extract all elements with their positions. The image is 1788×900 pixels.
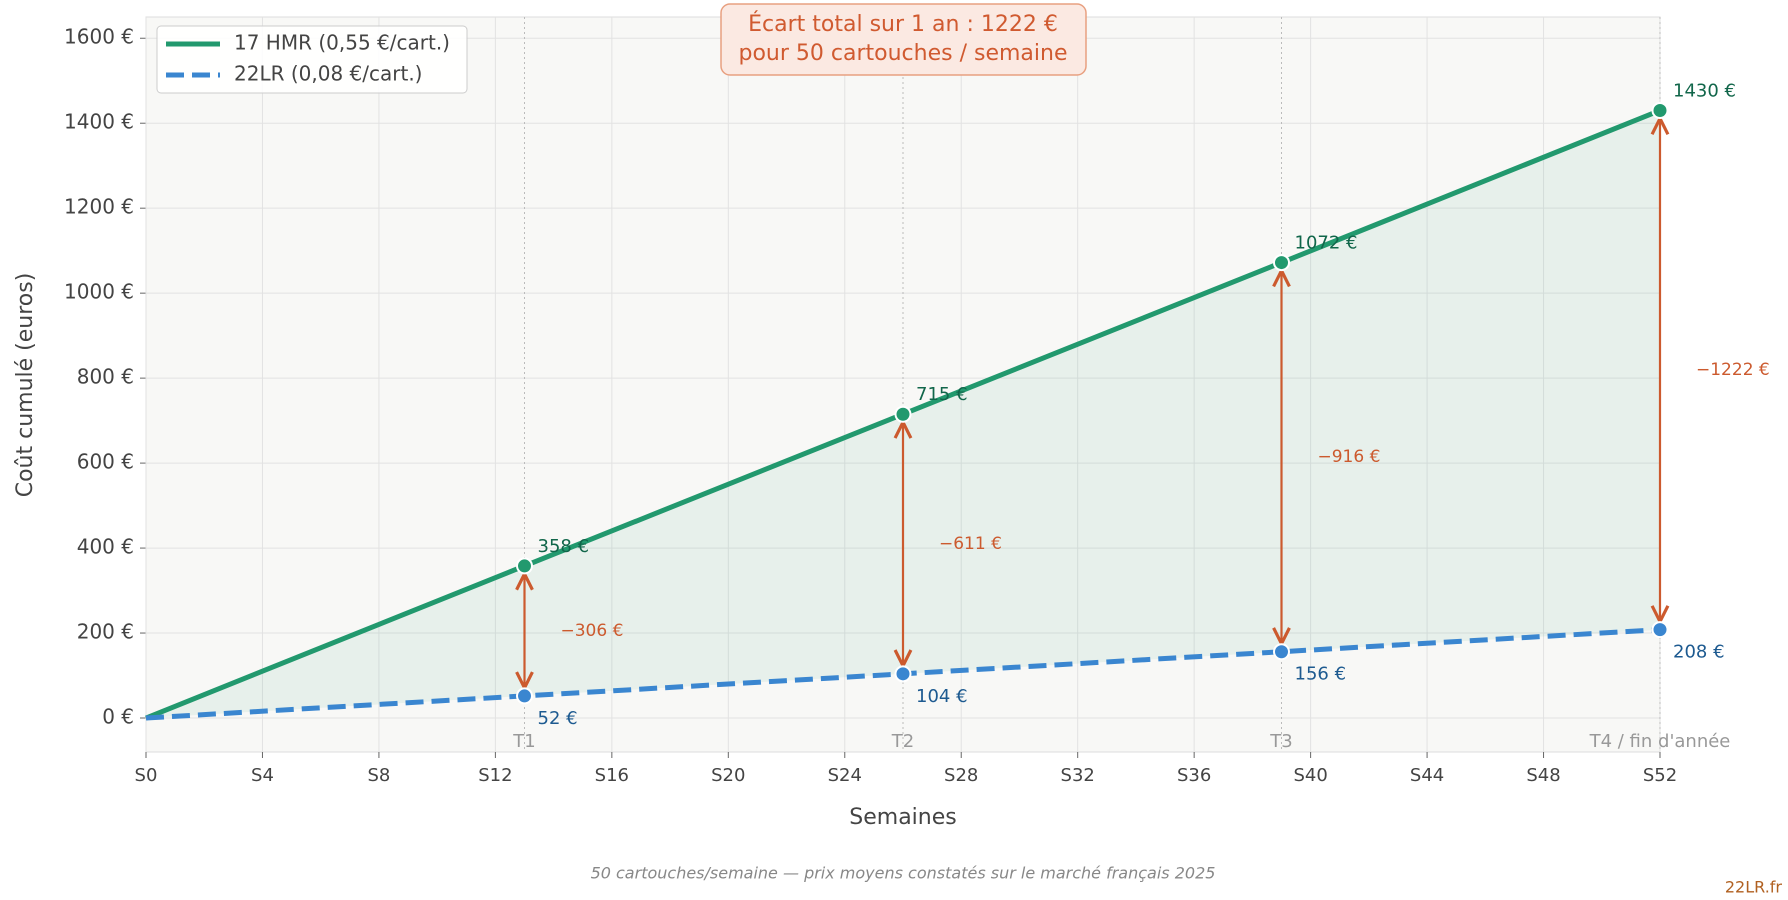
point	[894, 665, 912, 683]
x-tick-label: S52	[1643, 765, 1677, 786]
x-tick-label: S28	[944, 765, 978, 786]
value-label: 52 €	[538, 708, 578, 729]
legend-label: 17 HMR (0,55 €/cart.)	[234, 31, 450, 55]
y-tick-label: 0 €	[102, 705, 134, 729]
y-tick-label: 400 €	[77, 535, 134, 559]
watermark: 22LR.fr	[1725, 878, 1783, 897]
y-tick-label: 1400 €	[64, 110, 134, 134]
difference-label: −611 €	[939, 534, 1002, 554]
y-tick-label: 1600 €	[64, 25, 134, 49]
legend: 17 HMR (0,55 €/cart.) 22LR (0,08 €/cart.)	[156, 25, 468, 94]
y-tick-label: 600 €	[77, 450, 134, 474]
y-tick-label: 1200 €	[64, 195, 134, 219]
x-tick-label: S32	[1061, 765, 1095, 786]
point	[516, 687, 533, 705]
point	[1273, 643, 1290, 661]
point	[1651, 621, 1669, 639]
point	[516, 557, 533, 575]
value-label: 1430 €	[1673, 80, 1736, 101]
value-label: 715 €	[916, 384, 968, 405]
legend-label: 22LR (0,08 €/cart.)	[234, 62, 422, 86]
x-tick-label: S20	[711, 765, 745, 786]
legend-box	[156, 25, 468, 94]
callout-text: pour 50 cartouches / semaine	[739, 41, 1068, 66]
x-tick-label: S36	[1177, 765, 1211, 786]
difference-label: −306 €	[561, 621, 624, 641]
value-label: 1072 €	[1295, 233, 1358, 254]
y-tick-label: 1000 €	[64, 280, 134, 304]
quarter-label: T4 / fin d'année	[1589, 731, 1731, 752]
quarter-label: T1	[512, 731, 535, 752]
x-tick-label: S48	[1526, 765, 1560, 786]
quarter-label: T2	[891, 731, 914, 752]
x-tick-label: S4	[251, 765, 274, 786]
quarter-label: T3	[1269, 731, 1292, 752]
x-tick-label: S12	[478, 765, 512, 786]
value-label: 104 €	[916, 686, 968, 707]
difference-label: −916 €	[1318, 447, 1381, 467]
point	[1273, 254, 1290, 272]
difference-label: −1222 €	[1696, 360, 1770, 380]
x-axis-label: Semaines	[849, 805, 956, 830]
callout-box	[720, 3, 1087, 76]
value-label: 208 €	[1673, 642, 1725, 663]
x-tick-label: S16	[595, 765, 629, 786]
x-tick-label: S40	[1293, 765, 1327, 786]
value-label: 358 €	[538, 536, 590, 557]
x-tick-label: S44	[1410, 765, 1444, 786]
callout-text: Écart total sur 1 an : 1222 €	[748, 11, 1058, 37]
footnote: 50 cartouches/semaine — prix moyens cons…	[591, 864, 1216, 883]
x-tick-label: S24	[828, 765, 862, 786]
y-axis-label: Coût cumulé (euros)	[13, 273, 38, 498]
x-tick-label: S0	[135, 765, 158, 786]
point	[894, 405, 912, 423]
x-tick-label: S8	[367, 765, 390, 786]
y-tick-label: 200 €	[77, 620, 134, 644]
value-label: 156 €	[1295, 664, 1347, 685]
point	[1651, 101, 1669, 119]
y-tick-label: 800 €	[77, 365, 134, 389]
